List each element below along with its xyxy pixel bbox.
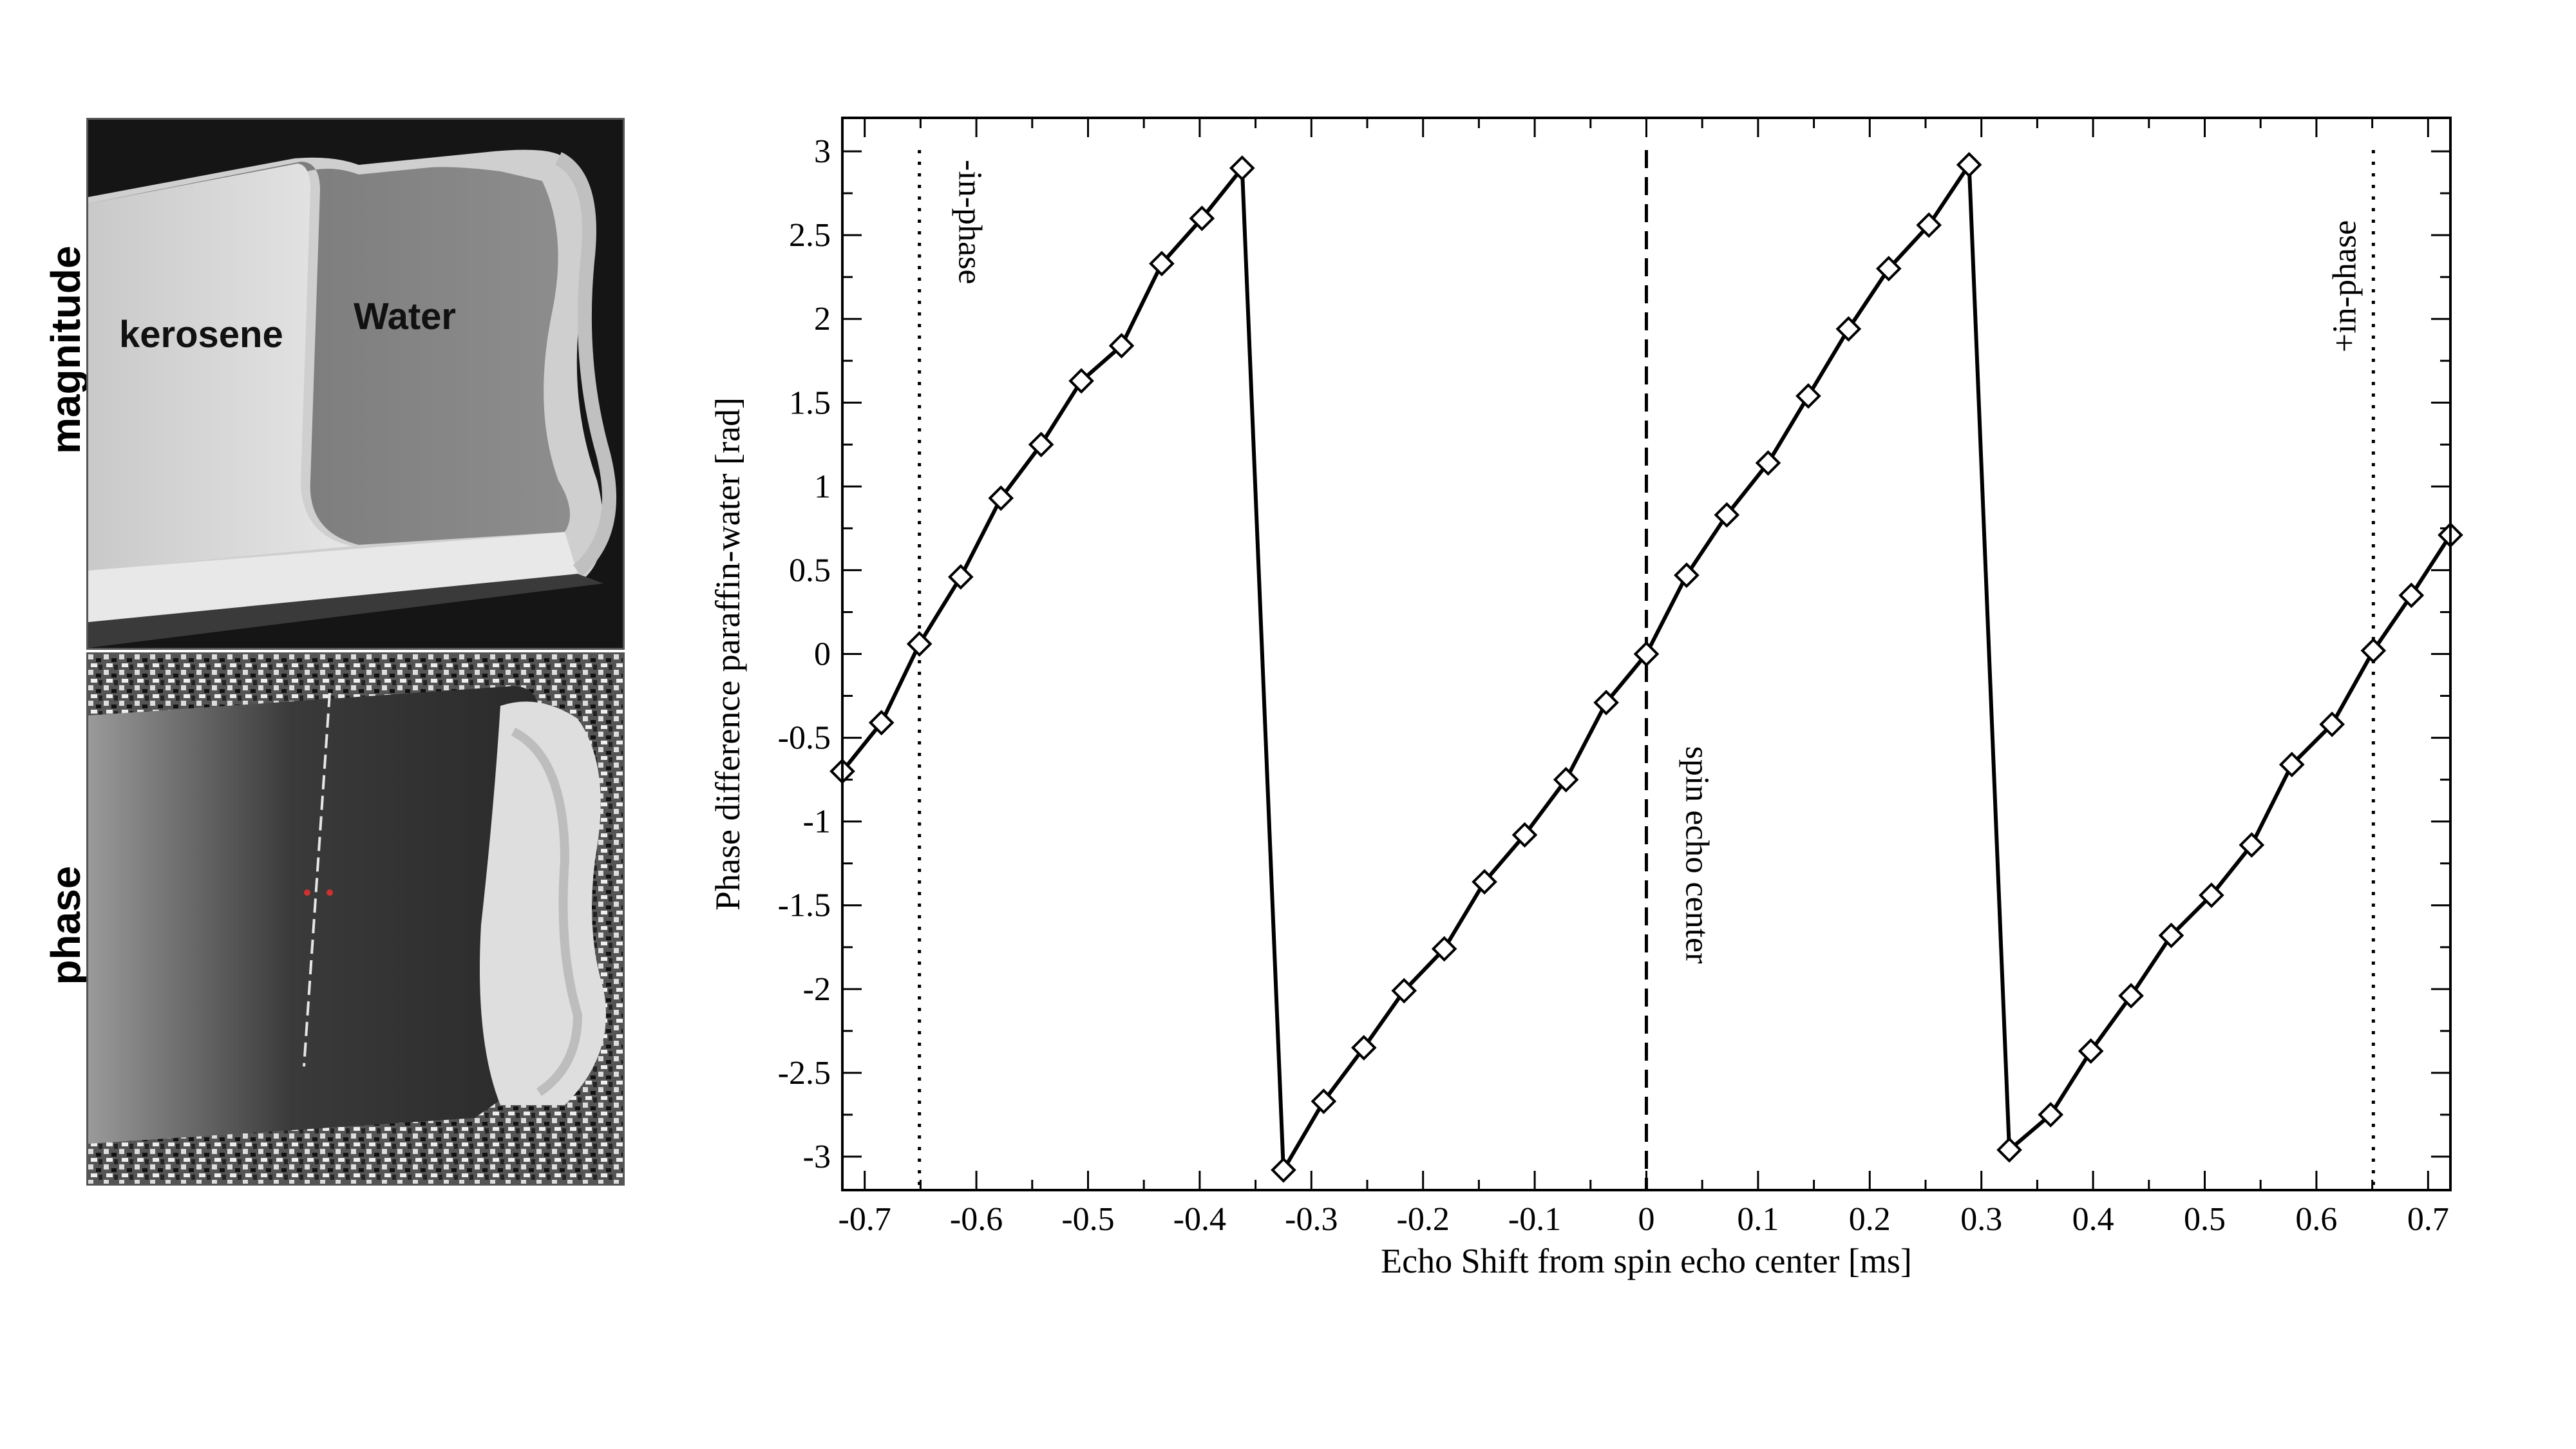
data-point	[2078, 1038, 2104, 1064]
data-point	[1028, 431, 1054, 458]
data-point	[1350, 1035, 1377, 1061]
data-point	[2278, 752, 2305, 778]
data-point	[906, 631, 933, 657]
data-point	[1511, 822, 1538, 848]
data-point	[868, 710, 895, 735]
data-point	[1108, 332, 1135, 359]
x-tick-label: 0.6	[2295, 1201, 2337, 1238]
x-tick-label: -0.5	[1061, 1201, 1114, 1238]
y-tick-label: 0	[814, 636, 831, 673]
data-point	[1189, 205, 1215, 231]
x-tick-label: 0	[1638, 1201, 1655, 1238]
x-tick-label: -0.2	[1397, 1201, 1450, 1238]
x-tick-label: -0.1	[1508, 1201, 1561, 1238]
y-tick-label: 2.5	[789, 217, 831, 254]
y-tick-label: -1.5	[778, 887, 831, 924]
x-tick-label: 0.3	[1960, 1201, 2002, 1238]
phase-image	[86, 652, 625, 1186]
data-point	[1593, 690, 1619, 715]
magnitude-image: kerosene Water	[86, 118, 625, 650]
water-label: Water	[354, 296, 456, 337]
data-point	[1149, 251, 1175, 277]
data-point	[1431, 936, 1457, 962]
data-point	[2199, 882, 2224, 908]
reference-line-label: -in-phase	[952, 160, 989, 284]
x-tick-label: 0.4	[2072, 1201, 2114, 1238]
y-tick-label: -2	[803, 971, 831, 1008]
x-tick-label: -0.7	[838, 1201, 891, 1238]
y-tick-label: -3	[803, 1139, 831, 1175]
data-point	[1674, 562, 1700, 589]
data-point	[1472, 869, 1497, 895]
y-tick-label: -0.5	[778, 720, 831, 757]
x-tick-label: -0.6	[950, 1201, 1003, 1238]
data-point	[2118, 983, 2144, 1009]
data-point	[2398, 582, 2425, 609]
data-point	[1553, 766, 1579, 793]
data-point	[947, 564, 974, 590]
y-tick-label: 3	[814, 133, 831, 170]
plot-area-frame	[841, 117, 2452, 1191]
y-axis-title: Phase difference paraffin-water [rad]	[708, 397, 747, 911]
reference-line-label: +in-phase	[2326, 220, 2363, 353]
x-tick-label: 0.5	[2184, 1201, 2226, 1238]
x-tick-label: 0.7	[2407, 1201, 2449, 1238]
data-point	[1229, 155, 1255, 181]
data-point	[988, 485, 1014, 511]
phase-image-drawing	[88, 654, 623, 1184]
data-point	[1956, 152, 1982, 178]
y-tick-label: 1.5	[789, 384, 831, 421]
data-point	[2158, 922, 2184, 949]
data-point	[1068, 368, 1094, 394]
data-point	[2319, 711, 2345, 737]
data-point	[1996, 1137, 2022, 1163]
data-point	[1633, 641, 1660, 667]
y-tick-label: 0.5	[789, 552, 831, 589]
data-point	[1755, 450, 1781, 476]
data-point	[1271, 1157, 1296, 1183]
x-axis-title: Echo Shift from spin echo center [ms]	[1381, 1242, 1912, 1280]
x-tick-label: 0.1	[1737, 1201, 1779, 1238]
data-point	[2038, 1102, 2064, 1128]
data-point	[2239, 832, 2265, 858]
data-point	[1835, 316, 1862, 342]
x-tick-label: 0.2	[1849, 1201, 1891, 1238]
y-tick-label: 1	[814, 468, 831, 505]
x-tick-label: -0.3	[1285, 1201, 1338, 1238]
magnitude-image-drawing	[88, 120, 623, 648]
data-point	[1916, 212, 1942, 238]
reference-line-label: spin echo center	[1679, 746, 1716, 964]
y-tick-label: -1	[803, 804, 831, 840]
kerosene-label: kerosene	[119, 314, 283, 355]
data-point	[1795, 383, 1821, 409]
data-point	[1311, 1088, 1337, 1114]
y-tick-label: -2.5	[778, 1055, 831, 1092]
data-point	[1875, 256, 1902, 281]
data-point	[1391, 978, 1417, 1004]
data-point	[1714, 502, 1740, 528]
y-tick-label: 2	[814, 301, 831, 337]
x-tick-label: -0.4	[1173, 1201, 1226, 1238]
data-point	[2360, 638, 2387, 664]
